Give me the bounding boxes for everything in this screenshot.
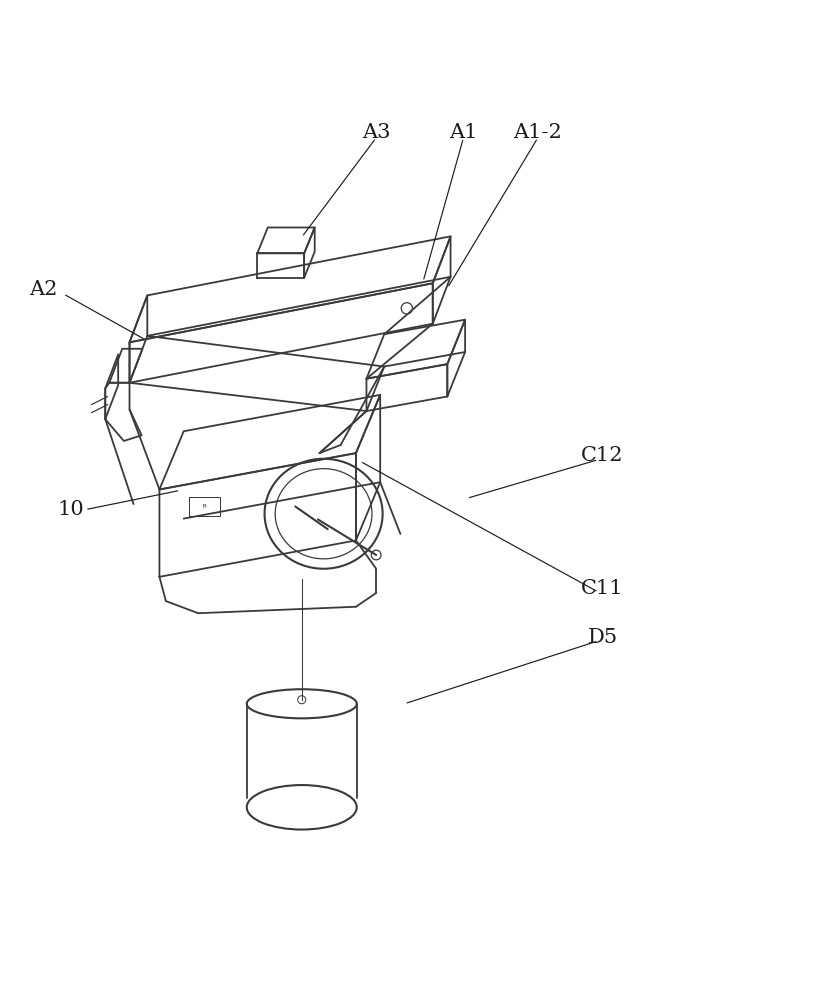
Text: M: M <box>203 504 207 509</box>
Text: A1: A1 <box>449 123 478 142</box>
Text: C12: C12 <box>582 446 624 465</box>
Text: A2: A2 <box>29 280 57 299</box>
Text: A1-2: A1-2 <box>514 123 562 142</box>
Text: 10: 10 <box>57 500 84 519</box>
Text: C11: C11 <box>581 579 624 598</box>
Bar <box>190 497 220 516</box>
Text: A3: A3 <box>362 123 391 142</box>
Text: D5: D5 <box>587 628 618 647</box>
